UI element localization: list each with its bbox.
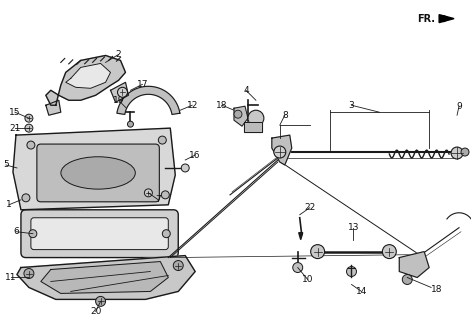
Circle shape xyxy=(311,244,325,259)
Circle shape xyxy=(29,230,37,238)
Polygon shape xyxy=(299,233,303,240)
Circle shape xyxy=(402,275,412,284)
Circle shape xyxy=(274,146,286,158)
Circle shape xyxy=(234,110,242,118)
Text: 5: 5 xyxy=(3,160,9,170)
Text: 13: 13 xyxy=(348,223,359,232)
Polygon shape xyxy=(244,122,262,132)
Polygon shape xyxy=(17,256,195,300)
Text: 15: 15 xyxy=(9,108,21,117)
Text: 20: 20 xyxy=(90,307,101,316)
Ellipse shape xyxy=(61,157,135,189)
Text: 10: 10 xyxy=(302,275,313,284)
Text: 9: 9 xyxy=(456,102,462,111)
Polygon shape xyxy=(13,128,175,210)
Polygon shape xyxy=(272,135,292,165)
Text: 16: 16 xyxy=(189,150,201,160)
Text: 18: 18 xyxy=(216,101,228,110)
Text: 21: 21 xyxy=(9,124,21,132)
Text: 17: 17 xyxy=(137,80,148,89)
Circle shape xyxy=(293,262,303,273)
Circle shape xyxy=(162,230,170,238)
FancyBboxPatch shape xyxy=(31,218,169,250)
Polygon shape xyxy=(41,261,169,293)
Circle shape xyxy=(248,110,264,126)
Polygon shape xyxy=(399,252,429,277)
Circle shape xyxy=(27,141,35,149)
Circle shape xyxy=(173,260,183,270)
Circle shape xyxy=(25,114,33,122)
Text: 4: 4 xyxy=(243,86,249,95)
Circle shape xyxy=(346,267,356,276)
Text: 22: 22 xyxy=(304,203,315,212)
Text: 19: 19 xyxy=(113,96,124,105)
Polygon shape xyxy=(66,63,110,88)
Polygon shape xyxy=(46,100,61,115)
Circle shape xyxy=(96,296,106,306)
Circle shape xyxy=(158,136,166,144)
Text: 12: 12 xyxy=(186,101,198,110)
Text: 2: 2 xyxy=(116,50,121,59)
Circle shape xyxy=(144,189,152,197)
Polygon shape xyxy=(439,15,454,23)
Text: 11: 11 xyxy=(5,273,17,282)
Polygon shape xyxy=(46,55,126,105)
Polygon shape xyxy=(117,86,180,115)
Circle shape xyxy=(25,124,33,132)
Text: 8: 8 xyxy=(282,111,287,120)
Text: 18: 18 xyxy=(431,285,443,294)
Circle shape xyxy=(382,244,396,259)
Circle shape xyxy=(24,268,34,278)
Text: 14: 14 xyxy=(356,287,367,296)
Text: 1: 1 xyxy=(6,200,12,209)
Polygon shape xyxy=(110,82,128,102)
Circle shape xyxy=(22,194,30,202)
Text: FR.: FR. xyxy=(417,14,435,24)
Text: 7: 7 xyxy=(155,195,161,204)
Circle shape xyxy=(118,87,127,97)
Text: 3: 3 xyxy=(349,101,354,110)
FancyBboxPatch shape xyxy=(37,144,160,202)
Circle shape xyxy=(127,121,134,127)
Circle shape xyxy=(451,147,463,159)
FancyBboxPatch shape xyxy=(21,210,178,258)
Text: 6: 6 xyxy=(13,227,19,236)
Circle shape xyxy=(181,164,189,172)
Circle shape xyxy=(461,148,469,156)
Circle shape xyxy=(161,191,169,199)
Polygon shape xyxy=(234,106,248,126)
